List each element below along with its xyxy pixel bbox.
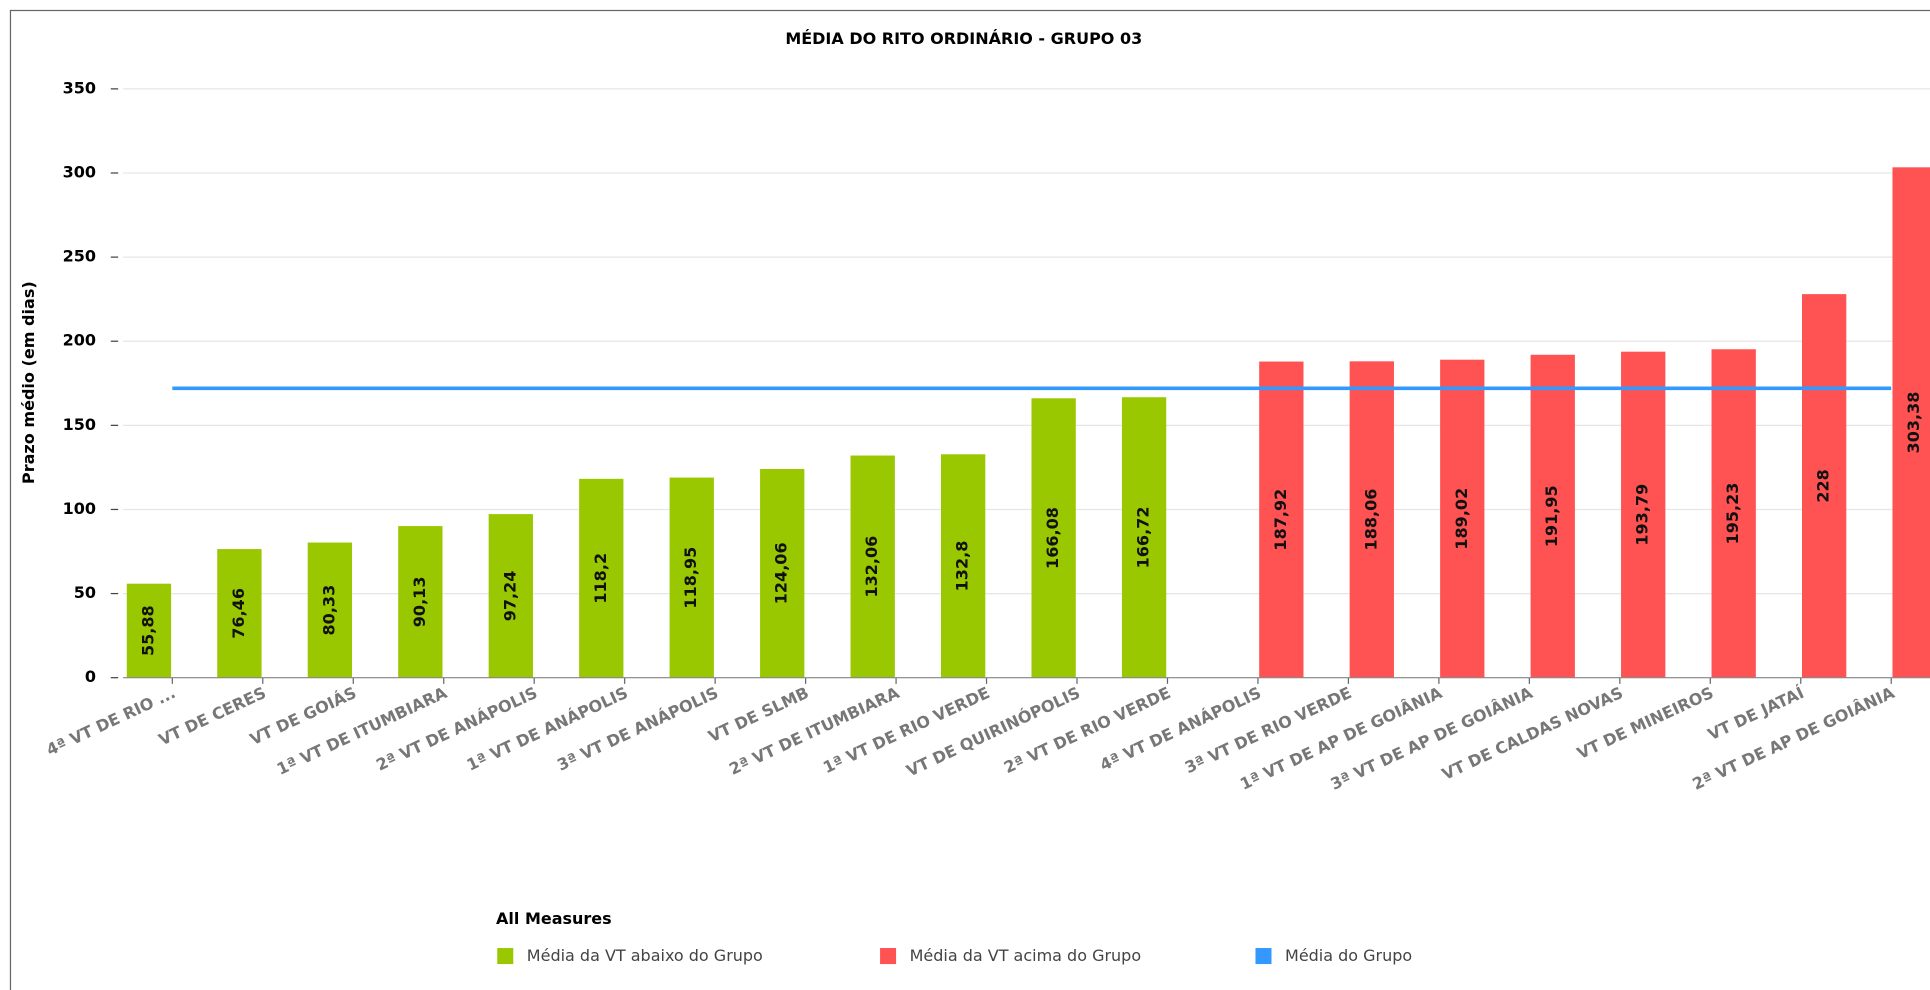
bar <box>217 549 262 678</box>
legend-title: All Measures <box>496 909 612 928</box>
bar <box>1031 398 1076 678</box>
value-label: 76,46 <box>229 588 248 639</box>
value-label: 132,06 <box>862 536 881 598</box>
legend-label: Média da VT acima do Grupo <box>910 946 1142 965</box>
chart-title: MÉDIA DO RITO ORDINÁRIO - GRUPO 03 <box>785 29 1142 48</box>
bar <box>1621 351 1666 678</box>
y-tick-label: 200 <box>63 331 96 350</box>
y-tick-label: 150 <box>63 415 96 434</box>
bar <box>850 455 895 678</box>
value-label: 118,95 <box>681 547 700 609</box>
y-tick-label: 0 <box>85 667 96 686</box>
value-label: 191,95 <box>1542 485 1561 547</box>
bar <box>126 583 172 678</box>
value-label: 132,8 <box>953 541 972 592</box>
y-tick-label: 50 <box>74 583 96 602</box>
value-label: 187,92 <box>1271 489 1290 551</box>
bar <box>579 478 624 678</box>
value-label: 195,23 <box>1723 483 1742 545</box>
legend-swatch <box>1255 948 1272 965</box>
y-axis-label: Prazo médio (em dias) <box>19 281 38 484</box>
bar <box>398 526 443 678</box>
value-label: 193,79 <box>1633 484 1652 546</box>
legend-label: Média da VT abaixo do Grupo <box>527 946 763 965</box>
y-tick-label: 350 <box>63 78 96 97</box>
bar <box>307 542 353 678</box>
bar <box>669 477 714 678</box>
value-label: 90,13 <box>410 577 429 628</box>
value-label: 55,88 <box>138 605 157 656</box>
legend-label: Média do Grupo <box>1285 946 1412 965</box>
y-tick-label: 250 <box>63 247 96 266</box>
legend-swatch <box>497 948 514 965</box>
value-label: 228 <box>1814 469 1833 502</box>
value-label: 118,2 <box>591 553 610 604</box>
bar <box>1349 361 1394 678</box>
value-label: 188,06 <box>1361 489 1380 551</box>
value-label: 189,02 <box>1452 488 1471 550</box>
y-tick-label: 100 <box>63 499 96 518</box>
value-label: 80,33 <box>319 585 338 636</box>
bar <box>1259 361 1304 678</box>
bar <box>1440 359 1485 678</box>
bar <box>1121 397 1167 678</box>
value-label: 97,24 <box>500 571 519 622</box>
bar <box>760 468 805 678</box>
value-label: 166,72 <box>1134 507 1153 569</box>
plot-area: 55,88 76,46 80,33 90,13 97,24 118,2 118,95 124,… <box>123 88 1930 679</box>
bar <box>1711 349 1756 678</box>
value-label: 124,06 <box>772 542 791 604</box>
bar <box>1892 167 1930 678</box>
bar <box>940 454 986 678</box>
y-tick-label: 300 <box>63 162 96 181</box>
bar <box>1530 354 1575 678</box>
legend-swatch <box>880 948 897 965</box>
bar <box>488 514 533 678</box>
bar <box>1801 294 1847 678</box>
value-label: 166,08 <box>1043 507 1062 569</box>
value-label: 303,38 <box>1904 392 1923 454</box>
